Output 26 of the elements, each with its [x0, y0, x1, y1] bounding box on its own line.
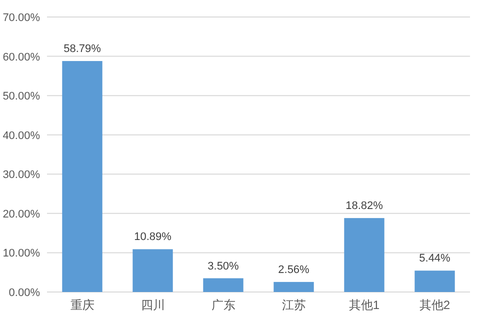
x-tick-label: 其他1: [348, 298, 380, 312]
data-label: 10.89%: [134, 231, 172, 244]
data-label: 5.44%: [419, 252, 451, 265]
data-label: 58.79%: [64, 43, 102, 56]
x-tick-label: 其他2: [419, 298, 450, 312]
y-tick-label: 70.00%: [2, 12, 40, 24]
x-tick-label: 四川: [140, 298, 165, 312]
bar: [274, 282, 314, 292]
bar: [62, 61, 102, 292]
bar: [414, 270, 455, 292]
x-tick-label: 广东: [211, 298, 236, 312]
data-label: 2.56%: [278, 264, 310, 276]
y-tick-label: 20.00%: [2, 208, 40, 220]
x-tick-label: 重庆: [70, 298, 94, 312]
y-tick-label: 50.00%: [2, 90, 40, 103]
data-label: 3.50%: [208, 260, 240, 272]
y-tick-label: 60.00%: [2, 51, 40, 64]
bar: [344, 218, 384, 292]
bar: [203, 278, 244, 292]
y-tick-label: 10.00%: [2, 248, 40, 260]
bar: [132, 249, 173, 292]
y-tick-label: 30.00%: [2, 169, 40, 182]
x-tick-label: 江苏: [282, 298, 306, 312]
y-tick-label: 40.00%: [2, 130, 40, 142]
y-tick-label: 0.00%: [8, 287, 40, 299]
data-label: 18.82%: [346, 200, 384, 212]
